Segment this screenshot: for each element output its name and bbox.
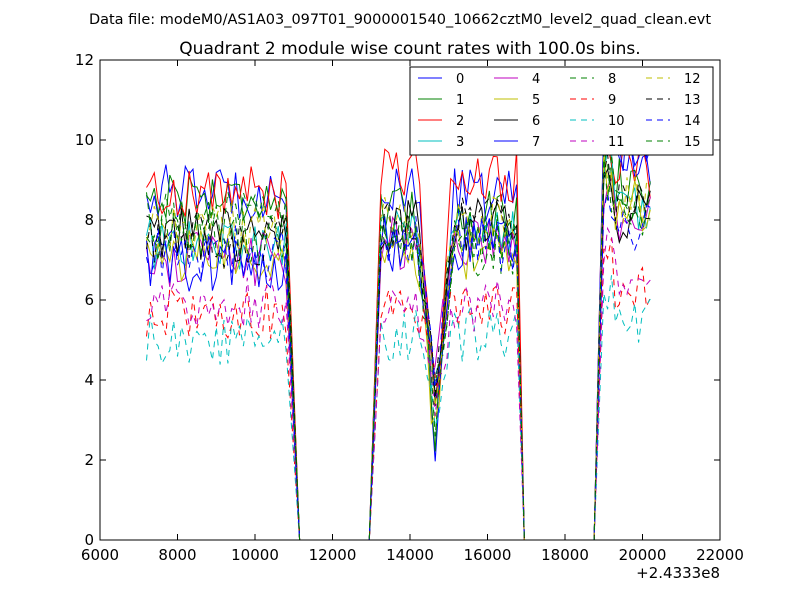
axes-frame [99, 59, 721, 541]
legend-label-3: 3 [456, 135, 464, 150]
x-tick-label: 18000 [541, 546, 589, 564]
legend-label-10: 10 [608, 114, 625, 129]
legend-label-5: 5 [532, 93, 540, 108]
x-tick-label: 6000 [81, 546, 119, 564]
legend-label-12: 12 [684, 72, 701, 87]
x-offset-label: +2.4333e8 [636, 564, 720, 582]
legend-label-0: 0 [456, 72, 464, 87]
y-tick-label: 12 [75, 51, 94, 69]
series-line-1 [146, 133, 651, 541]
legend-label-7: 7 [532, 135, 540, 150]
series-layer [146, 119, 651, 541]
legend-label-14: 14 [684, 114, 701, 129]
axes-title: Quadrant 2 module wise count rates with … [179, 39, 640, 59]
legend-label-11: 11 [608, 135, 625, 150]
legend-label-8: 8 [608, 72, 616, 87]
series-line-11 [146, 226, 651, 541]
legend-box [409, 66, 714, 156]
series-line-10 [146, 275, 651, 541]
y-tick-label: 0 [84, 531, 94, 549]
x-tick-label: 20000 [619, 546, 667, 564]
ticks-layer: 6000 8000 10000 12000 14000 16000 18000 20000 22… [75, 51, 744, 564]
x-tick-label: 14000 [386, 546, 434, 564]
series-line-2 [146, 123, 651, 541]
y-tick-label: 8 [84, 211, 94, 229]
y-tick-label: 2 [84, 451, 94, 469]
series-line-15 [146, 153, 651, 541]
x-tick-label: 16000 [464, 546, 512, 564]
legend-label-6: 6 [532, 114, 540, 129]
y-tick-label: 4 [84, 371, 94, 389]
legend-label-15: 15 [684, 135, 701, 150]
y-tick-label: 6 [84, 291, 94, 309]
legend-label-13: 13 [684, 93, 701, 108]
figure-suptitle: Data file: modeM0/AS1A03_097T01_90000015… [89, 12, 711, 28]
legend-label-2: 2 [456, 114, 464, 129]
legend-label-9: 9 [608, 93, 616, 108]
x-tick-label: 22000 [696, 546, 744, 564]
legend-label-1: 1 [456, 93, 464, 108]
x-tick-label: 10000 [231, 546, 279, 564]
y-tick-label: 10 [75, 131, 94, 149]
series-line-14 [146, 193, 651, 541]
x-tick-label: 8000 [158, 546, 196, 564]
x-tick-label: 12000 [309, 546, 357, 564]
legend-label-4: 4 [532, 72, 540, 87]
series-line-9 [146, 237, 651, 541]
